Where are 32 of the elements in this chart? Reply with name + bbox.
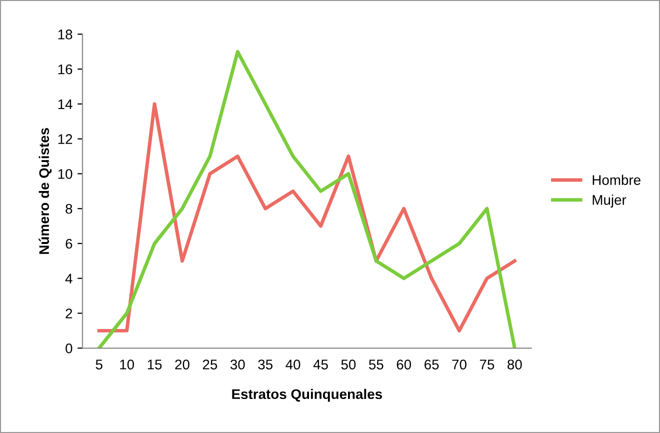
legend-label: Mujer (592, 194, 626, 208)
y-tick-label: 0 (66, 343, 72, 354)
x-tick-label: 55 (368, 360, 384, 370)
line-series (97, 102, 516, 332)
x-axis-title: Estratos Quinquenales (232, 388, 382, 402)
x-tick-label: 30 (230, 360, 245, 370)
x-tick-label: 35 (258, 360, 272, 370)
y-tick-label: 6 (66, 238, 72, 249)
x-tick-label: 60 (396, 360, 412, 370)
x-tick-label: 70 (452, 360, 466, 370)
x-tick-label: 25 (202, 360, 218, 370)
x-tick-label: 50 (341, 360, 356, 370)
y-tick-label: 2 (66, 308, 72, 318)
x-tick-label: 10 (120, 360, 134, 370)
y-tick-label: 4 (65, 274, 72, 284)
y-tick-label: 10 (58, 169, 72, 179)
y-tick-label: 12 (58, 134, 72, 144)
x-tick-label: 80 (508, 360, 522, 370)
x-tick-label: 75 (480, 360, 494, 370)
x-tick-label: 65 (424, 360, 439, 370)
y-tick-label: 8 (66, 204, 72, 214)
x-tick-label: 20 (175, 360, 190, 370)
y-axis-title: Número de Quistes (38, 128, 52, 254)
x-tick-label: 15 (148, 360, 162, 370)
y-tick-label: 14 (58, 99, 72, 109)
y-tick-label: 16 (58, 64, 72, 74)
legend-label: Hombre (592, 174, 640, 185)
line-series (97, 50, 516, 348)
x-tick-label: 40 (286, 360, 300, 370)
x-tick-label: 5 (96, 360, 102, 370)
y-tick-label: 18 (58, 30, 72, 40)
x-tick-label: 45 (313, 360, 328, 370)
